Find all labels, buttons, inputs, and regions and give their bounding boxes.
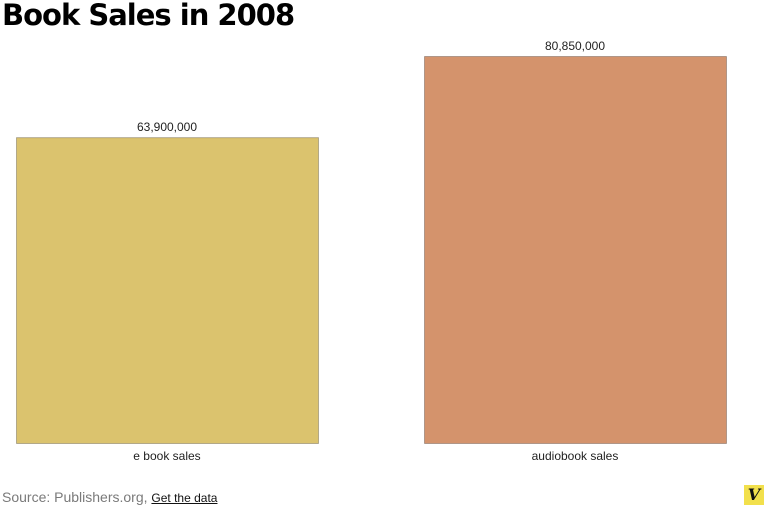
value-label-audiobook-sales: 80,850,000 [545, 39, 605, 53]
category-label-e-book-sales: e book sales [133, 449, 200, 463]
source-text: Source: Publishers.org, [2, 489, 148, 505]
source-note: Source: Publishers.org, Get the data [2, 489, 217, 505]
chart-title: Book Sales in 2008 [2, 0, 295, 32]
bar-audiobook-sales [424, 56, 727, 444]
get-data-link[interactable]: Get the data [151, 491, 218, 505]
logo-letter: V [747, 485, 761, 504]
value-label-e-book-sales: 63,900,000 [137, 120, 197, 134]
bar-e-book-sales [16, 137, 319, 444]
vox-logo-icon: V [744, 485, 764, 505]
category-label-audiobook-sales: audiobook sales [532, 449, 619, 463]
